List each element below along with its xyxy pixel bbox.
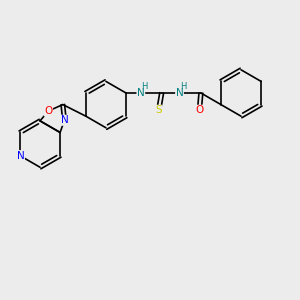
Text: N: N bbox=[137, 88, 145, 98]
Text: S: S bbox=[155, 105, 162, 115]
Text: O: O bbox=[195, 105, 203, 115]
Text: N: N bbox=[17, 151, 24, 160]
Text: N: N bbox=[61, 115, 68, 125]
Text: H: H bbox=[180, 82, 187, 91]
Text: O: O bbox=[44, 106, 52, 116]
Text: H: H bbox=[142, 82, 148, 91]
Text: N: N bbox=[176, 88, 183, 98]
